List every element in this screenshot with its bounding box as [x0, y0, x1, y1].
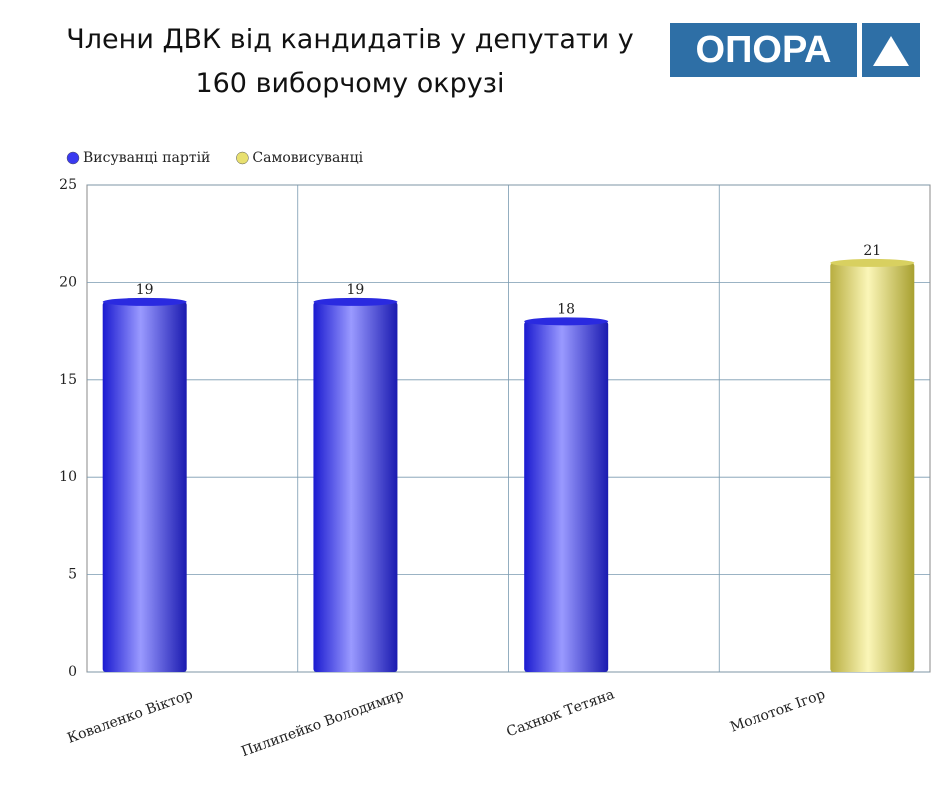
y-tick-label: 0 [68, 664, 77, 680]
bar-cap [524, 317, 609, 326]
logo-icon [862, 23, 920, 77]
x-tick-label: Молоток Ігор [728, 686, 827, 735]
x-tick-label: Коваленко Віктор [65, 686, 195, 746]
bar [830, 262, 915, 672]
chart-title: Члени ДВК від кандидатів у депутати у 16… [66, 24, 634, 99]
value-label: 21 [863, 243, 881, 259]
y-tick-label: 25 [59, 177, 77, 193]
value-label: 18 [557, 301, 575, 317]
x-tick-label: Пилипейко Володимир [239, 686, 406, 760]
logo-text: ОПОРА [670, 23, 857, 77]
y-tick-label: 15 [59, 372, 77, 388]
x-tick-label: Сахнюк Тетяна [504, 686, 616, 740]
legend-label: Самовисуванці [252, 150, 363, 166]
bar [313, 301, 398, 672]
bar [102, 301, 187, 672]
logo: ОПОРА [670, 23, 920, 77]
legend-label: Висуванці партій [83, 150, 210, 166]
legend-marker [66, 151, 80, 165]
logo-triangle [873, 36, 909, 66]
bar-cap [102, 297, 187, 306]
bar [524, 321, 609, 672]
legend-marker [236, 151, 249, 165]
y-tick-label: 20 [59, 274, 77, 290]
y-tick-label: 5 [68, 567, 77, 583]
bar-cap [830, 258, 915, 267]
y-tick-label: 10 [59, 469, 77, 485]
value-label: 19 [347, 282, 365, 298]
value-label: 19 [136, 282, 154, 298]
bar-cap [313, 297, 398, 306]
